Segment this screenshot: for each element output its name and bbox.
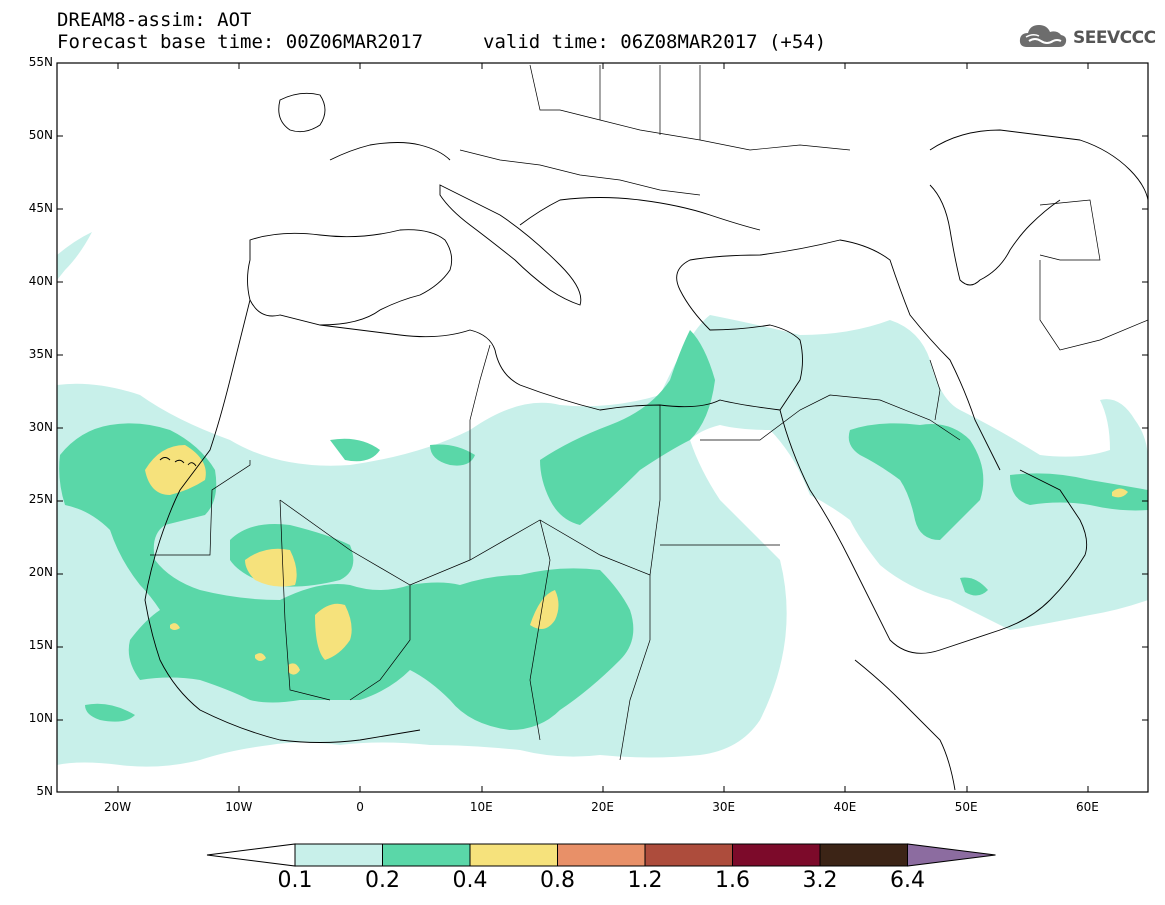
colorbar-arrow-low (206, 843, 296, 867)
colorbar-segment (819, 843, 908, 867)
lon-label: 50E (954, 800, 978, 814)
valid-time: valid time: 06Z08MAR2017 (+54) (483, 31, 827, 53)
lat-label: 15N (28, 638, 53, 653)
country-borders (150, 64, 1148, 761)
lat-label: 55N (28, 55, 53, 69)
lon-label: 40E (833, 800, 857, 814)
aot-layer-0.4-0.8 (145, 445, 1128, 675)
lat-label: 40N (28, 273, 53, 288)
aot-colorbar (206, 843, 996, 867)
colorbar-label: 1.2 (627, 868, 663, 893)
colorbar-label: 0.2 (365, 868, 400, 893)
lon-label: 20W (104, 800, 132, 814)
colorbar-label: 0.4 (452, 868, 488, 893)
colorbar-segment (382, 843, 471, 867)
lon-label: 0 (356, 800, 364, 814)
lat-label: 45N (28, 200, 53, 215)
map-frame (56, 62, 1149, 793)
lon-label: 20E (591, 800, 614, 814)
lat-label: 5N (36, 784, 53, 798)
lon-label: 30E (712, 800, 736, 814)
lat-label: 10N (28, 711, 53, 726)
lon-label: 60E (1075, 800, 1099, 814)
lat-label: 20N (28, 565, 53, 580)
lat-label: 50N (28, 127, 53, 142)
colorbar-arrow-high (907, 843, 996, 867)
forecast-times: Forecast base time: 00Z06MAR2017 valid ti… (57, 31, 826, 53)
map-title: DREAM8-assim: AOT (57, 9, 252, 31)
lat-label: 30N (28, 419, 53, 434)
lat-label: 35N (28, 346, 53, 361)
logo-text: SEEVCCC (1073, 28, 1156, 48)
lon-label: 10W (225, 800, 253, 814)
colorbar-segment (557, 843, 646, 867)
colorbar-label: 1.6 (715, 868, 750, 893)
colorbar-segment (644, 843, 733, 867)
colorbar-label: 3.2 (802, 868, 838, 893)
graticule (57, 63, 1148, 792)
seevccc-logo: SEEVCCC (1017, 22, 1156, 54)
colorbar-label: 0.8 (540, 868, 575, 893)
lat-label: 25N (28, 492, 53, 507)
colorbar-label: 6.4 (890, 868, 925, 893)
colorbar-label: 0.1 (277, 868, 313, 893)
coastlines (144, 92, 1148, 791)
cloud-icon (1017, 21, 1069, 55)
base-time: Forecast base time: 00Z06MAR2017 (57, 31, 424, 53)
colorbar-segment (294, 843, 383, 867)
colorbar-segment (732, 843, 821, 867)
colorbar-segment (469, 843, 558, 867)
lon-label: 10E (469, 800, 493, 814)
